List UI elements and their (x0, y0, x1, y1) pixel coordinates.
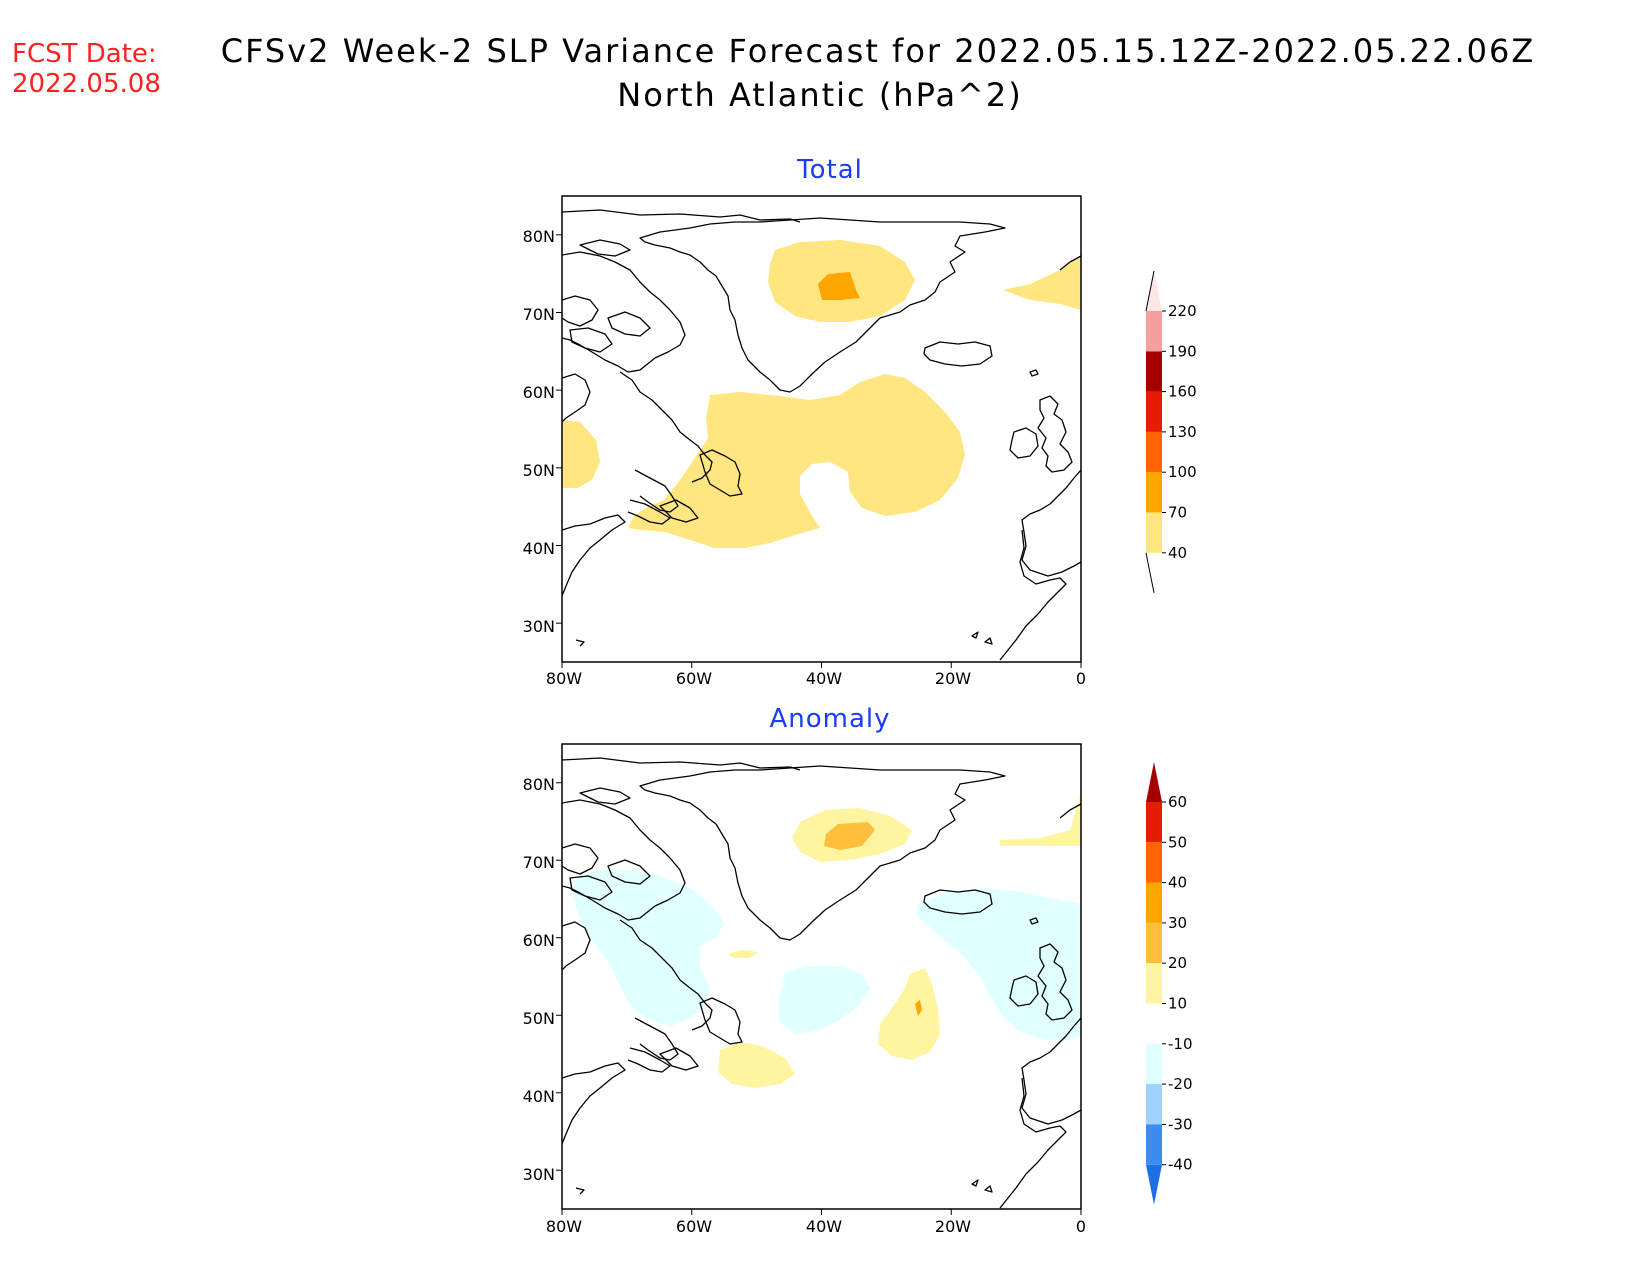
total-cb-bottom-arrow-edge (1145, 552, 1155, 593)
total-cb-box-5 (1146, 311, 1162, 352)
anomaly-cb-box-5 (1146, 1003, 1162, 1044)
anomaly-cb-label-0: 60 (1168, 793, 1187, 811)
total-cb-top-arrow-edge (1145, 270, 1155, 312)
total-lat-30: 30N (523, 617, 555, 636)
anomaly-shade-europe-neg (916, 888, 1081, 1042)
main-title: CFSv2 Week-2 SLP Variance Forecast for 2… (221, 32, 1536, 70)
total-cb-label-5: 190 (1168, 342, 1197, 360)
total-cb-box-0 (1146, 512, 1162, 553)
anomaly-map (562, 757, 1081, 1209)
panel-title-total: Total (796, 155, 863, 185)
total-lon-20w: 20W (935, 669, 971, 688)
anomaly-shade-east-core (915, 1000, 922, 1016)
total-cb-label-4: 160 (1168, 383, 1197, 401)
total-map (562, 209, 1081, 661)
anomaly-lat-80: 80N (523, 775, 555, 794)
total-lon-80w: 80W (546, 669, 582, 688)
total-cb-label-6: 220 (1168, 302, 1197, 320)
sub-title: North Atlantic (hPa^2) (617, 76, 1022, 114)
total-shade-greenland-core (818, 272, 860, 300)
anomaly-lon-60w: 60W (676, 1217, 712, 1236)
anomaly-lat-40: 40N (523, 1087, 555, 1106)
total-shade-central-atlantic (628, 374, 965, 548)
anomaly-cb-box-0 (1146, 802, 1162, 843)
anomaly-cb-box-4 (1146, 963, 1162, 1004)
anomaly-cb-label-2: 40 (1168, 874, 1187, 892)
anomaly-cb-box-8 (1146, 1124, 1162, 1165)
anomaly-shade-labrador-neg (572, 870, 725, 1026)
anomaly-cb-label-6: -10 (1168, 1035, 1193, 1053)
anomaly-lon-0: 0 (1076, 1217, 1086, 1236)
anomaly-cb-label-7: -20 (1168, 1075, 1193, 1093)
anomaly-lat-30: 30N (523, 1165, 555, 1184)
anomaly-cb-label-3: 30 (1168, 914, 1187, 932)
anomaly-lon-40w: 40W (806, 1217, 842, 1236)
panel-title-anomaly: Anomaly (769, 704, 890, 734)
anomaly-cb-label-5: 10 (1168, 995, 1187, 1013)
anomaly-axis-ticks: 80N 70N 60N 50N 40N 30N 80W 60W 40W 20W … (523, 775, 1086, 1236)
fcst-date-label: FCST Date: (12, 39, 157, 69)
anomaly-shade-northeast-pos (1000, 792, 1081, 846)
anomaly-lat-70: 70N (523, 853, 555, 872)
total-shade-west-edge (562, 420, 600, 488)
total-lon-0: 0 (1076, 669, 1086, 688)
anomaly-lon-20w: 20W (935, 1217, 971, 1236)
anomaly-lat-50: 50N (523, 1009, 555, 1028)
anomaly-cb-label-4: 20 (1168, 954, 1187, 972)
total-lat-40: 40N (523, 539, 555, 558)
total-colorbar: 40 70 100 130 160 190 220 (1145, 270, 1197, 593)
anomaly-colorbar: 60 50 40 30 20 10 -10 -20 -30 -40 (1146, 762, 1193, 1205)
total-axis-ticks: 80N 70N 60N 50N 40N 30N 80W 60W 40W 20W … (523, 227, 1086, 688)
anomaly-cb-box-2 (1146, 882, 1162, 923)
anomaly-shade-greenland-core (824, 822, 875, 850)
total-cb-label-3: 130 (1168, 423, 1197, 441)
anomaly-lon-80w: 80W (546, 1217, 582, 1236)
anomaly-cb-box-6 (1146, 1043, 1162, 1085)
anomaly-cb-label-9: -40 (1168, 1156, 1193, 1174)
total-cb-box-1 (1146, 472, 1162, 513)
total-lat-80: 80N (523, 227, 555, 246)
anomaly-cb-label-1: 50 (1168, 833, 1187, 851)
anomaly-lat-60: 60N (523, 931, 555, 950)
total-lon-60w: 60W (676, 669, 712, 688)
total-cb-top-arrow (1146, 271, 1162, 311)
anomaly-cb-label-8: -30 (1168, 1115, 1193, 1133)
total-cb-box-3 (1146, 391, 1162, 432)
total-lat-60: 60N (523, 383, 555, 402)
anomaly-shade-east-pos (878, 968, 940, 1060)
total-cb-box-2 (1146, 431, 1162, 473)
total-shade-northeast (1003, 256, 1081, 310)
total-cb-label-0: 40 (1168, 544, 1187, 562)
total-cb-label-1: 70 (1168, 504, 1187, 522)
anomaly-shade-small-pos (728, 950, 758, 958)
anomaly-cb-box-7 (1146, 1084, 1162, 1125)
anomaly-cb-bottom-arrow (1146, 1164, 1162, 1205)
anomaly-cb-box-3 (1146, 922, 1162, 964)
total-lat-50: 50N (523, 461, 555, 480)
total-lon-40w: 40W (806, 669, 842, 688)
total-lat-70: 70N (523, 305, 555, 324)
total-cb-box-4 (1146, 351, 1162, 392)
total-cb-label-2: 100 (1168, 463, 1197, 481)
anomaly-shade-midatl-neg (778, 966, 870, 1034)
anomaly-shade-south-pos (718, 1042, 795, 1088)
fcst-date-value: 2022.05.08 (12, 69, 161, 99)
anomaly-cb-top-arrow (1146, 762, 1162, 802)
anomaly-cb-box-1 (1146, 842, 1162, 883)
